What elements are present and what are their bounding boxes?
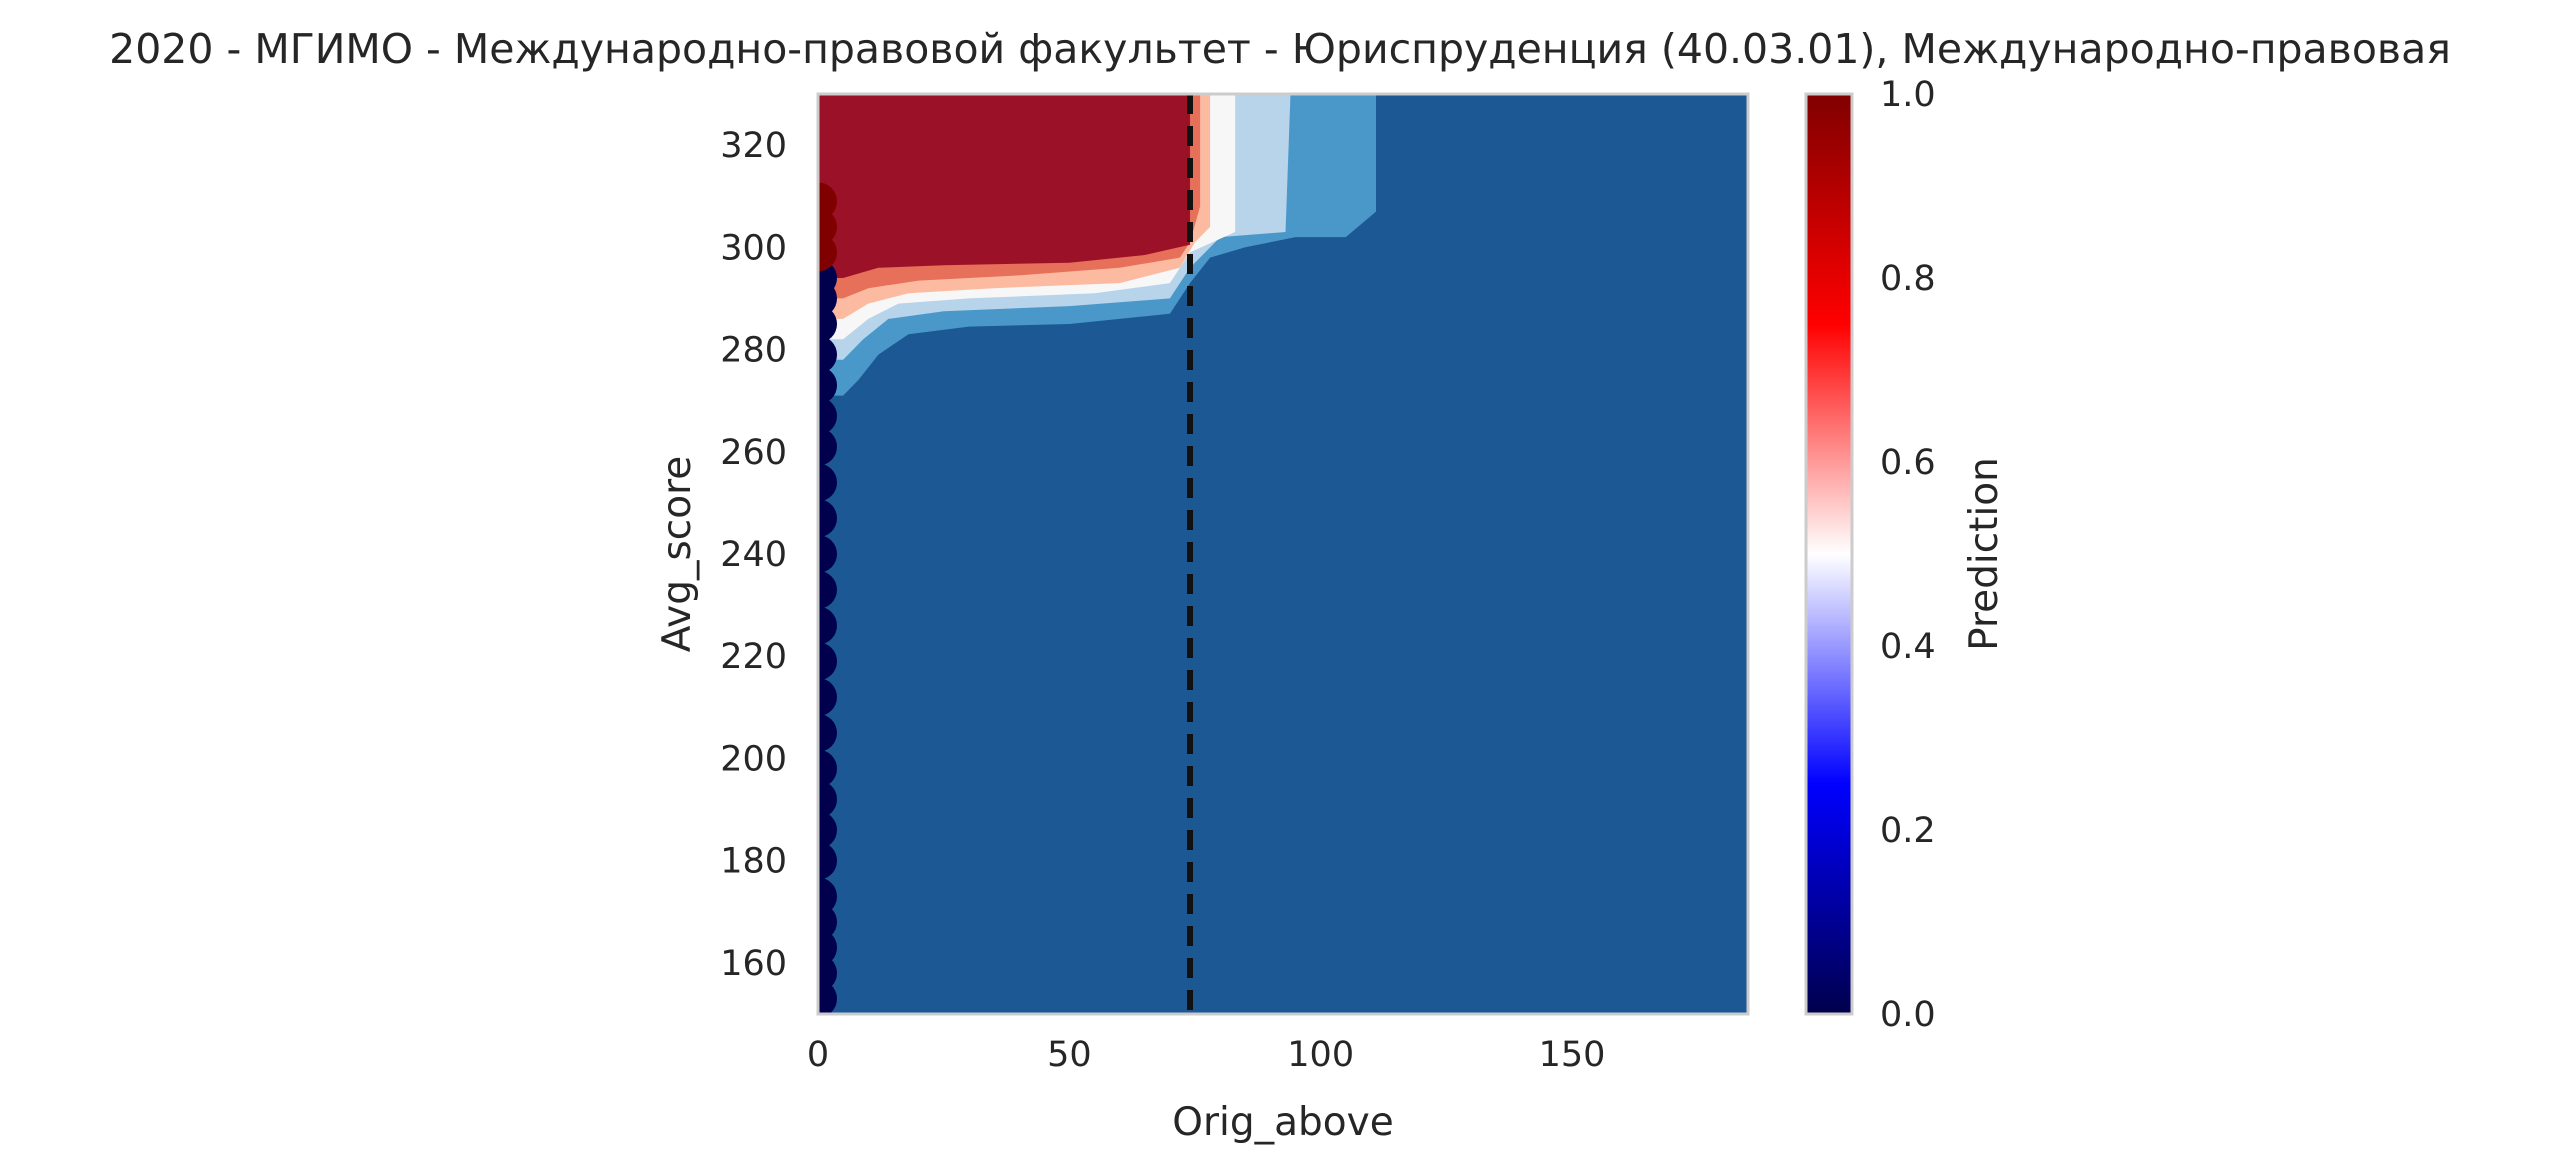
- scatter-point: [818, 182, 837, 221]
- plot-frame: [816, 92, 1750, 1016]
- y-tick-label: 240: [720, 535, 787, 575]
- y-tick-label: 320: [720, 126, 787, 166]
- scatter-point: [818, 713, 837, 752]
- contour-band: [818, 94, 1190, 278]
- y-tick-label: 160: [720, 944, 787, 984]
- y-tick-label: 300: [720, 228, 787, 268]
- x-axis-title: Orig_above: [1172, 1100, 1393, 1145]
- y-tick-label: 280: [720, 331, 787, 371]
- colorbar-tick-label: 0.4: [1880, 627, 1936, 667]
- y-tick-label: 200: [720, 739, 787, 779]
- colorbar-label: Prediction: [1962, 457, 2007, 651]
- y-axis-ticks: 160 180 200 220 240 260 280 300 320: [720, 126, 787, 984]
- scatter-point: [818, 535, 837, 573]
- scatter-point: [818, 749, 837, 788]
- x-tick-label: 0: [807, 1035, 829, 1075]
- scatter-point: [818, 780, 837, 819]
- scatter-layer: [818, 182, 837, 1014]
- plot-area: [818, 94, 1748, 1014]
- scatter-point: [818, 335, 837, 374]
- y-tick-label: 220: [720, 637, 787, 677]
- scatter-point: [818, 499, 837, 538]
- contour-layer: [818, 94, 1376, 396]
- x-axis-ticks: 0 50 100 150: [807, 1035, 1606, 1075]
- scatter-point: [818, 678, 837, 717]
- chart-title: 2020 - МГИМО - Международно-правовой фак…: [109, 25, 2451, 73]
- colorbar-tick-label: 1.0: [1880, 75, 1936, 115]
- scatter-point: [818, 366, 837, 405]
- scatter-point: [818, 642, 837, 681]
- colorbar-tick-label: 0.2: [1880, 811, 1936, 851]
- colorbar-ticks: 0.0 0.2 0.4 0.6 0.8 1.0: [1880, 75, 1936, 1035]
- scatter-point: [818, 811, 837, 849]
- y-axis-title: Avg_score: [655, 456, 700, 653]
- scatter-point: [818, 427, 837, 466]
- x-tick-label: 150: [1539, 1035, 1606, 1075]
- scatter-point: [818, 841, 837, 880]
- y-tick-label: 260: [720, 433, 787, 473]
- scatter-point: [818, 877, 837, 916]
- y-tick-label: 180: [720, 842, 787, 882]
- colorbar: [1804, 92, 1854, 1016]
- colorbar-tick-label: 0.8: [1880, 259, 1936, 299]
- colorbar-tick-label: 0.6: [1880, 443, 1936, 483]
- colorbar-tick-label: 0.0: [1880, 995, 1936, 1035]
- scatter-point: [818, 606, 837, 645]
- scatter-point: [818, 570, 837, 609]
- scatter-point: [818, 397, 837, 435]
- x-tick-label: 50: [1047, 1035, 1092, 1075]
- scatter-point: [818, 463, 837, 502]
- x-tick-label: 100: [1287, 1035, 1354, 1075]
